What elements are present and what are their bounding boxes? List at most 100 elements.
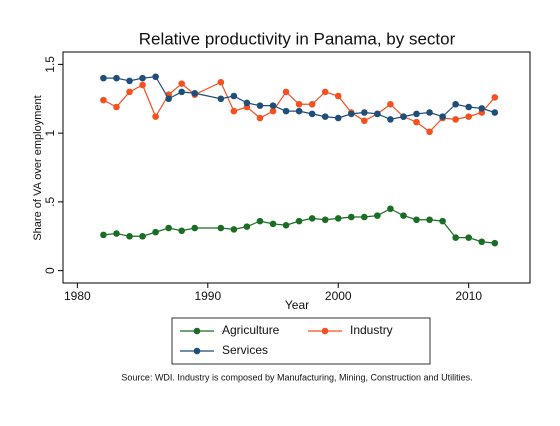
data-point (113, 230, 120, 237)
data-point (217, 78, 225, 86)
data-point (308, 110, 316, 118)
y-tick-label: 1.5 (43, 56, 57, 73)
data-point (100, 74, 107, 82)
data-point (361, 109, 368, 116)
legend-label: Industry (350, 323, 393, 337)
x-tick-label: 1980 (64, 289, 91, 303)
data-point (413, 216, 420, 224)
data-point (269, 220, 277, 228)
data-point (387, 205, 394, 213)
legend-marker (321, 327, 329, 335)
data-point (387, 100, 394, 108)
data-point (478, 105, 486, 112)
data-point (230, 107, 238, 115)
data-point (321, 88, 329, 96)
data-point (269, 107, 277, 115)
data-point (465, 234, 472, 241)
data-point (217, 95, 225, 103)
data-point (334, 215, 342, 222)
data-point (126, 77, 133, 85)
chart-title: Relative productivity in Panama, by sect… (139, 29, 456, 48)
data-point (113, 74, 120, 82)
data-point (243, 99, 251, 107)
data-point (491, 239, 499, 247)
data-point (126, 88, 133, 96)
data-point (321, 113, 329, 120)
y-tick-label: 0 (43, 267, 57, 274)
x-axis-title: Year (285, 298, 309, 312)
data-point (321, 216, 329, 224)
data-point (139, 232, 146, 240)
data-point (465, 113, 472, 120)
data-point (230, 92, 238, 100)
data-point (152, 113, 159, 120)
data-point (347, 110, 355, 118)
data-point (243, 223, 251, 230)
data-point (139, 74, 146, 82)
data-point (387, 116, 394, 123)
data-point (152, 73, 159, 81)
y-axis-title: Share of VA over employment (32, 95, 44, 240)
data-point (178, 80, 186, 87)
legend-label: Services (222, 343, 268, 357)
data-point (413, 118, 420, 126)
data-point (282, 88, 290, 96)
legend-label: Agriculture (222, 323, 280, 337)
data-point (374, 212, 381, 219)
data-point (452, 116, 459, 123)
data-point (374, 110, 381, 118)
data-point (400, 212, 407, 219)
x-tick-label: 2000 (325, 289, 352, 303)
x-tick-label: 1990 (194, 289, 221, 303)
data-point (295, 100, 303, 108)
data-point (178, 227, 186, 235)
data-point (282, 221, 290, 229)
legend-box (171, 317, 431, 365)
data-point (452, 100, 459, 108)
data-point (400, 113, 407, 120)
data-point (191, 89, 199, 97)
data-point (308, 100, 316, 108)
data-point (439, 217, 446, 225)
data-point (361, 213, 368, 221)
data-point (426, 128, 433, 136)
data-point (165, 224, 172, 232)
data-point (126, 232, 133, 240)
data-point (426, 216, 433, 224)
data-point (100, 231, 107, 239)
data-point (269, 102, 277, 109)
data-point (256, 102, 264, 109)
data-point (491, 94, 499, 101)
data-point (334, 92, 342, 100)
data-point (152, 228, 159, 236)
data-point (361, 117, 368, 125)
data-point (282, 107, 290, 115)
data-point (308, 215, 316, 222)
data-point (347, 213, 355, 221)
data-point (426, 109, 433, 116)
data-point (178, 88, 186, 96)
legend-marker (193, 327, 201, 335)
data-point (465, 103, 472, 111)
data-point (191, 224, 199, 232)
data-point (256, 217, 264, 225)
source-note: Source: WDI. Industry is composed by Man… (121, 372, 472, 382)
legend-marker (193, 347, 201, 355)
data-point (165, 95, 172, 103)
plot-frame (62, 51, 531, 284)
data-point (230, 226, 238, 233)
data-point (256, 114, 264, 122)
x-tick-label: 2010 (455, 289, 482, 303)
data-point (113, 103, 120, 111)
data-point (217, 224, 225, 232)
data-point (478, 238, 486, 246)
data-point (413, 110, 420, 118)
data-point (452, 234, 459, 241)
data-point (334, 114, 342, 122)
data-point (100, 96, 107, 104)
data-point (491, 109, 499, 116)
data-point (139, 81, 146, 89)
y-tick-label: .5 (43, 197, 57, 207)
data-point (295, 217, 303, 225)
